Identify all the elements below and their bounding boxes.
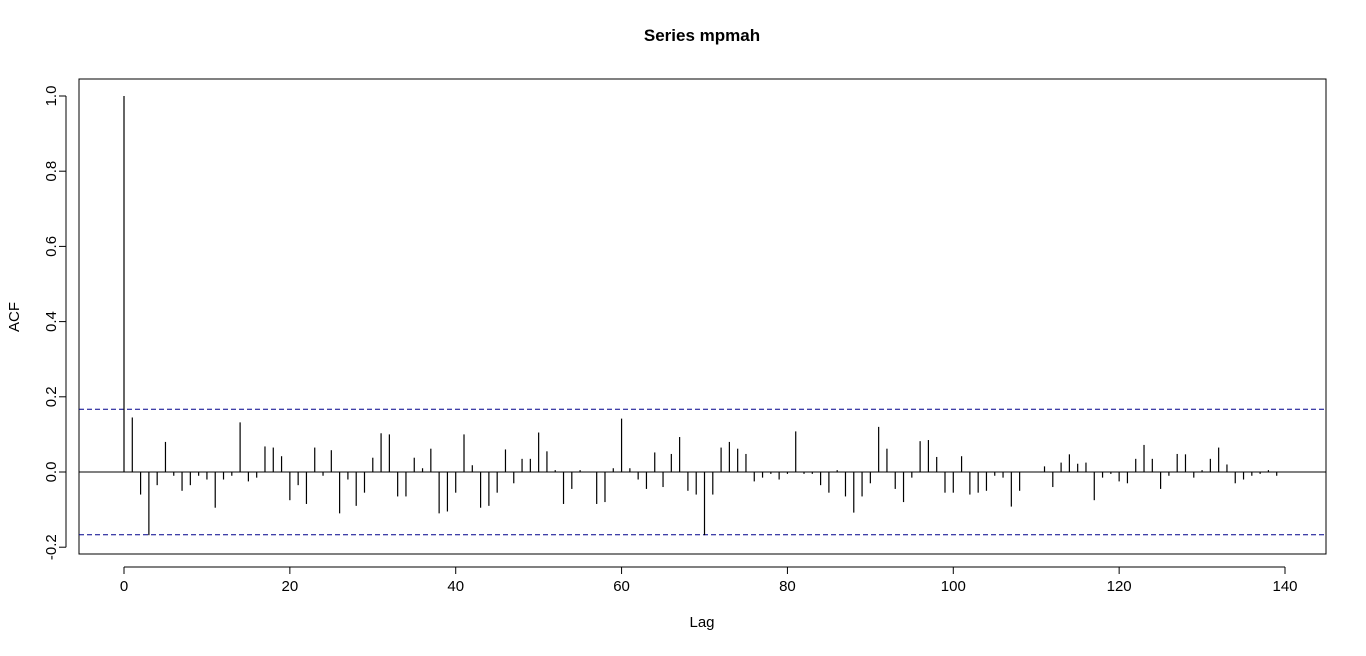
y-tick-label: 0.0 <box>43 462 60 483</box>
y-tick-label: -0.2 <box>43 534 60 560</box>
x-tick-label: 60 <box>613 578 630 595</box>
y-axis-title: ACF <box>6 302 23 332</box>
x-tick-label: 0 <box>120 578 128 595</box>
x-tick-label: 140 <box>1272 578 1297 595</box>
x-axis-title: Lag <box>689 614 714 631</box>
y-tick-label: 0.6 <box>43 236 60 257</box>
y-tick-label: 0.2 <box>43 386 60 407</box>
chart-title: Series mpmah <box>644 26 760 45</box>
plot-frame <box>78 78 1327 555</box>
x-tick-label: 80 <box>779 578 796 595</box>
y-tick-label: 0.4 <box>43 311 60 332</box>
y-tick-label: 0.8 <box>43 161 60 182</box>
acf-spikes <box>79 96 1326 536</box>
y-tick-label: 1.0 <box>43 86 60 107</box>
x-tick-label: 120 <box>1107 578 1132 595</box>
axes: 0 20 40 60 80 100 120 140 -0.2 0.0 0.2 0.4 0.6 0.8 1.0 <box>43 86 1298 595</box>
x-tick-label: 100 <box>941 578 966 595</box>
x-tick-label: 40 <box>447 578 464 595</box>
x-tick-label: 20 <box>282 578 299 595</box>
